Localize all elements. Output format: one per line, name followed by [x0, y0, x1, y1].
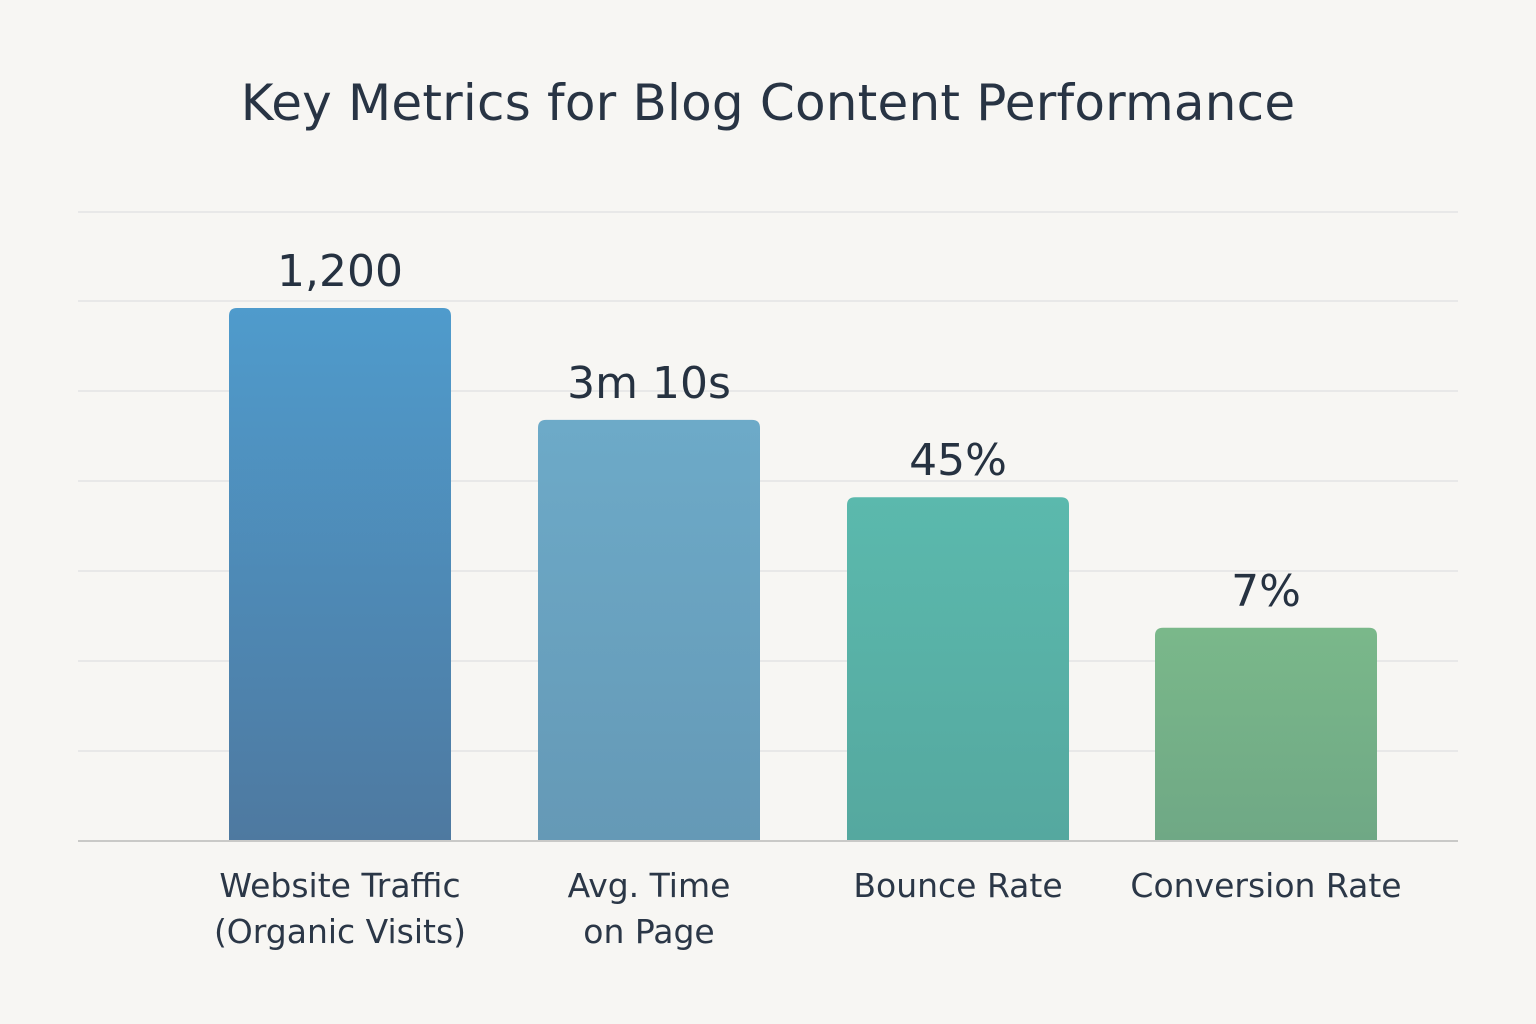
- bars: [229, 308, 1377, 841]
- bar: [847, 497, 1069, 841]
- data-label: 3m 10s: [567, 358, 731, 409]
- data-label: 7%: [1231, 566, 1301, 617]
- category-label: Avg. Time on Page: [567, 866, 731, 951]
- chart-title: Key Metrics for Blog Content Performance: [240, 74, 1296, 132]
- data-label: 1,200: [277, 246, 403, 297]
- category-label: Conversion Rate: [1130, 866, 1402, 905]
- bar: [1155, 627, 1377, 841]
- category-label: Website Traffic (Organic Visits): [213, 866, 467, 951]
- data-labels: 1,200 3m 10s 45% 7%: [277, 246, 1301, 617]
- data-label: 45%: [909, 435, 1007, 486]
- bar: [538, 419, 760, 841]
- bar: [229, 308, 451, 841]
- category-label: Bounce Rate: [853, 866, 1063, 905]
